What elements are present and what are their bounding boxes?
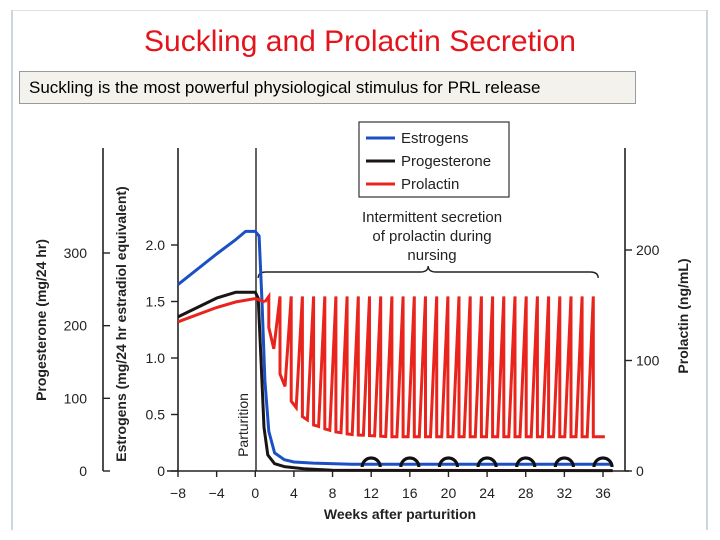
progesterone-tick-label: 0 [79,463,87,479]
slide-frame-right [706,10,708,530]
slide-frame-left [11,10,13,530]
x-tick-label: 4 [290,485,298,501]
legend-label: Estrogens [401,130,469,147]
estrogens-tick-label: 1.0 [146,350,166,366]
estrogens-line [177,229,613,466]
estrogens-axis-title: Estrogens (mg/24 hr estradiol equivalent… [113,186,129,461]
legend-label: Progesterone [401,153,491,170]
parturition-label: Parturition [235,393,251,457]
progesterone-tick-label: 200 [64,318,88,334]
x-tick-label: 36 [595,485,611,501]
x-tick-label: 24 [479,485,495,501]
x-tick-label: 8 [329,485,337,501]
nursing-note-line: Intermittent secretion [362,209,502,226]
x-tick-label: 12 [363,485,379,501]
nursing-marker [553,456,575,468]
estrogens-tick-label: 0 [157,463,165,479]
x-axis-title: Weeks after parturition [324,506,476,522]
nursing-marker [592,456,614,468]
estrogens-tick-label: 2.0 [146,237,166,253]
x-tick-label: −8 [170,485,186,501]
nursing-bracket [257,265,599,279]
prolactin-tick-label: 200 [636,242,660,258]
progesterone-tick-label: 100 [64,390,88,406]
nursing-marker [476,456,498,468]
progesterone-line [177,290,613,473]
legend: Estrogens Progesterone Prolactin [358,121,510,198]
x-tick-label: 28 [518,485,534,501]
prolactin-tick-label: 100 [636,353,660,369]
nursing-note-line: of prolactin during [372,228,491,245]
nursing-note-line: nursing [407,247,456,264]
progesterone-tick-label: 300 [64,245,88,261]
slide-subtitle: Suckling is the most powerful physiologi… [19,71,636,104]
x-tick-label: −4 [209,485,225,501]
nursing-marker [437,456,460,468]
prolactin-axis-title: Prolactin (ng/mL) [675,258,691,373]
nursing-marker [360,456,382,468]
nursing-marker [399,456,421,468]
chart: 0 100 200 300 0 0.5 1.0 1.5 2.0 0 100 200 −8 −4 0 4 8 12 1… [33,121,691,522]
prolactin-tick-label: 0 [636,463,644,479]
estrogens-tick-label: 1.5 [146,294,166,310]
nursing-marker [515,456,537,468]
x-tick-label: 16 [402,485,418,501]
prolactin-prepartum-line [177,297,266,324]
slide-frame-top [11,10,708,11]
prolactin-nursing-line [263,291,605,439]
x-tick-label: 0 [251,485,259,501]
estrogens-tick-label: 0.5 [146,407,166,423]
x-tick-label: 20 [441,485,457,501]
legend-label: Prolactin [401,176,459,193]
progesterone-axis-title: Progesterone (mg/24 hr) [33,239,49,401]
slide-title: Suckling and Prolactin Secretion [144,25,576,58]
x-tick-label: 32 [557,485,573,501]
